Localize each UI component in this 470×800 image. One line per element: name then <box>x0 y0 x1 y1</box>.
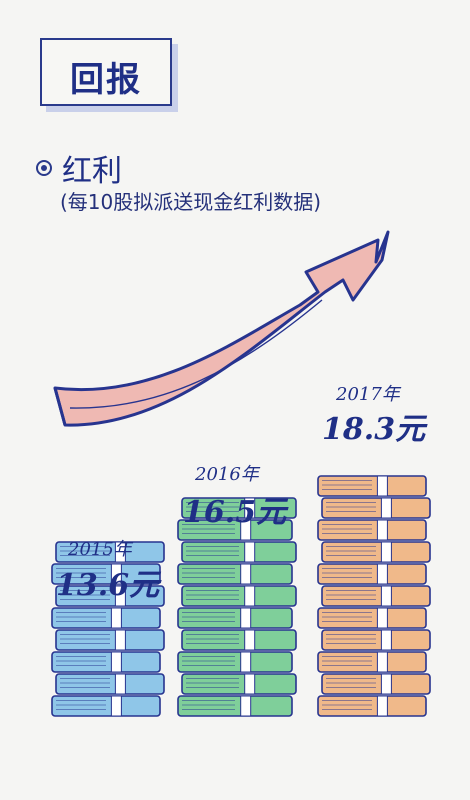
section-heading: 红利 <box>36 146 122 190</box>
bundle-band <box>240 607 252 629</box>
money-bundle <box>55 541 165 563</box>
bundle-band <box>244 497 256 519</box>
money-bundle <box>177 607 293 629</box>
bundle-band <box>114 629 126 651</box>
bundle-band <box>244 673 256 695</box>
bundle-band <box>244 629 256 651</box>
money-bundle <box>55 629 165 651</box>
bundle-band <box>380 673 392 695</box>
money-bundle <box>321 541 431 563</box>
money-bundle <box>317 475 427 497</box>
money-bundle <box>55 585 165 607</box>
bundle-band <box>114 585 126 607</box>
money-bundle <box>177 695 293 717</box>
year-label-2015: 2015年 <box>68 539 132 560</box>
section-title: 红利 <box>62 154 122 189</box>
bundle-band <box>376 563 388 585</box>
bundle-band <box>240 519 252 541</box>
money-bundle <box>321 673 431 695</box>
money-bundle <box>177 563 293 585</box>
bundle-band <box>110 563 122 585</box>
header-box: 回报 <box>40 38 172 106</box>
bundle-band <box>240 651 252 673</box>
money-bundle <box>317 607 427 629</box>
bundle-band <box>376 607 388 629</box>
year-label-2017: 2017年 <box>336 384 400 405</box>
value-label-2015: 13.6元 <box>56 568 160 603</box>
bar-2016 <box>177 497 297 717</box>
money-bundle <box>181 585 297 607</box>
money-bundle <box>51 651 161 673</box>
bundle-band <box>110 607 122 629</box>
money-bundle <box>181 673 297 695</box>
bullet-icon <box>36 160 52 176</box>
page-title: 回报 <box>70 60 142 100</box>
bundle-band <box>244 585 256 607</box>
value-label-2017: 18.3元 <box>322 412 426 447</box>
growth-arrow <box>53 230 390 427</box>
bundle-band <box>376 519 388 541</box>
money-bundle <box>317 563 427 585</box>
bundle-band <box>380 497 392 519</box>
bundle-band <box>244 541 256 563</box>
section-subtitle: (每10股拟派送现金红利数据) <box>60 190 322 214</box>
money-bundle <box>177 651 293 673</box>
money-bundle <box>181 541 297 563</box>
year-label-2016: 2016年 <box>195 464 259 485</box>
money-bundle <box>321 585 431 607</box>
money-bundle <box>181 497 297 519</box>
value-label-2016: 16.5元 <box>183 495 287 530</box>
bar-2017 <box>317 475 431 717</box>
money-bundle <box>317 651 427 673</box>
bundle-band <box>380 629 392 651</box>
bar-2015 <box>51 541 165 717</box>
money-bundle <box>321 629 431 651</box>
money-bundle <box>181 629 297 651</box>
money-bundle <box>317 519 427 541</box>
bundle-band <box>240 563 252 585</box>
money-bundle <box>317 695 427 717</box>
money-bundle <box>55 673 165 695</box>
bundle-band <box>376 651 388 673</box>
money-bundle <box>51 563 161 585</box>
bundle-band <box>380 585 392 607</box>
bundle-band <box>110 651 122 673</box>
bundle-band <box>380 541 392 563</box>
money-bundle <box>321 497 431 519</box>
bundle-band <box>110 695 122 717</box>
bundle-band <box>376 475 388 497</box>
money-bundle <box>177 519 293 541</box>
money-bundle <box>51 607 161 629</box>
bundle-band <box>114 673 126 695</box>
money-bundle <box>51 695 161 717</box>
bundle-band <box>376 695 388 717</box>
bundle-band <box>114 541 126 563</box>
bundle-band <box>240 695 252 717</box>
